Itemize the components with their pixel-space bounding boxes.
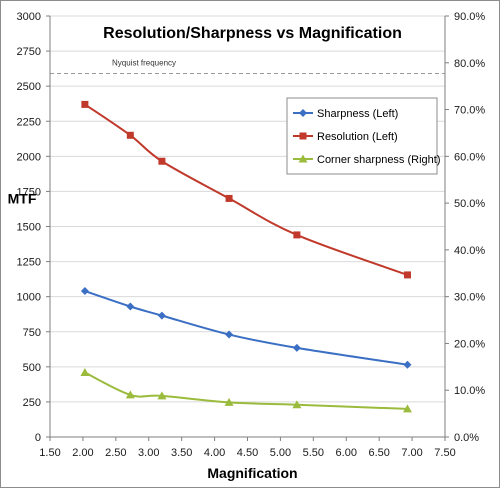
y-axis-title: MTF [8, 190, 37, 206]
data-point [224, 397, 234, 406]
data-point [81, 100, 89, 108]
series-line [84, 371, 408, 410]
x-axis-title: Magnification [207, 465, 297, 481]
y2-tick-label: 10.0% [454, 385, 485, 397]
x-tick-label: 4.50 [237, 447, 258, 459]
legend-label: Resolution (Left) [317, 131, 398, 143]
y-tick-label: 1500 [17, 222, 41, 234]
x-tick-label: 7.50 [434, 447, 455, 459]
series-group [80, 100, 412, 413]
x-tick-label: 7.00 [401, 447, 422, 459]
y2-tick-label: 0.0% [454, 432, 479, 444]
data-point [292, 343, 301, 352]
y-tick-label: 2000 [17, 151, 41, 163]
nyquist-label: Nyquist frequency [112, 59, 176, 68]
x-tick-label: 2.50 [105, 447, 126, 459]
legend-label: Corner sharpness (Right) [317, 154, 441, 166]
y-tick-label: 3000 [17, 11, 41, 23]
y-tick-label: 750 [23, 327, 41, 339]
y-tick-label: 0 [35, 432, 41, 444]
y-tick-label: 1750 [17, 186, 41, 198]
data-point [157, 391, 167, 400]
legend-label: Sharpness (Left) [317, 108, 398, 120]
x-tick-label: 6.50 [368, 447, 389, 459]
y2-tick-label: 40.0% [454, 245, 485, 257]
legend-marker [299, 109, 307, 117]
data-point [225, 194, 233, 202]
x-tick-label: 2.00 [72, 447, 93, 459]
legend: Sharpness (Left) Resolution (Left) Corner … [286, 97, 441, 175]
data-point [293, 231, 301, 239]
x-tick-label: 3.00 [138, 447, 159, 459]
x-tick-label: 4.00 [204, 447, 225, 459]
data-point [126, 302, 135, 311]
y-tick-label: 500 [23, 362, 41, 374]
y2-tick-label: 20.0% [454, 338, 485, 350]
axes: 0 250 500 750 1000 1250 1500 1750 2000 2250 2500 27… [17, 11, 486, 459]
data-point [403, 271, 411, 279]
x-tick-label: 1.50 [39, 447, 60, 459]
x-tick-label: 3.50 [171, 447, 192, 459]
data-point [292, 400, 302, 409]
series-1 [81, 100, 411, 279]
y-tick-label: 2250 [17, 116, 41, 128]
chart-title: Resolution/Sharpness vs Magnification [103, 25, 402, 42]
y2-tick-label: 80.0% [454, 58, 485, 70]
x-tick-label: 5.00 [270, 447, 291, 459]
legend-marker [298, 154, 308, 163]
data-point [158, 157, 166, 165]
data-point [126, 131, 134, 139]
y-tick-label: 250 [23, 397, 41, 409]
y2-tick-label: 70.0% [454, 105, 485, 117]
y-tick-label: 1000 [17, 292, 41, 304]
y2-tick-label: 50.0% [454, 198, 485, 210]
y2-tick-label: 30.0% [454, 292, 485, 304]
series-0 [80, 287, 412, 369]
y-tick-label: 2750 [17, 46, 41, 58]
series-2 [80, 367, 412, 413]
y-tick-label: 1250 [17, 257, 41, 269]
y2-tick-label: 60.0% [454, 151, 485, 163]
data-point [125, 390, 135, 399]
y-tick-label: 2500 [17, 81, 41, 93]
series-line [84, 290, 408, 366]
data-point [157, 311, 166, 320]
data-point [403, 360, 412, 369]
data-point [80, 367, 90, 376]
legend-marker [299, 132, 307, 140]
x-tick-label: 5.50 [303, 447, 324, 459]
data-point [402, 404, 412, 413]
y2-tick-label: 90.0% [454, 11, 485, 23]
data-point [80, 287, 89, 296]
gridlines [50, 15, 445, 438]
x-tick-label: 6.00 [336, 447, 357, 459]
data-point [225, 330, 234, 339]
